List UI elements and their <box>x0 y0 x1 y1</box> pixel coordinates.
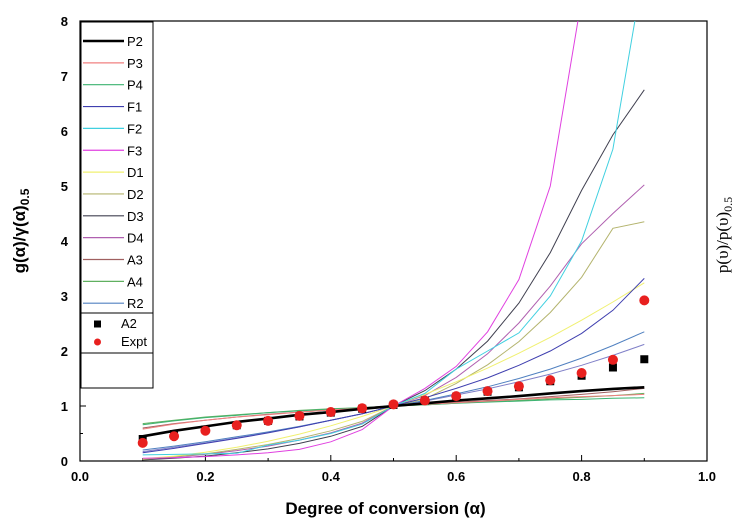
legend-label-f1: F1 <box>127 100 142 115</box>
y-axis-title: g(α)/γ(α)0.5 <box>10 188 32 273</box>
legend-label-p2: P2 <box>127 34 143 49</box>
y-tick-label: 5 <box>61 179 68 194</box>
y-tick-label: 1 <box>61 399 68 414</box>
point-a2 <box>608 363 617 372</box>
legend-label-a2: A2 <box>121 316 137 331</box>
x-axis: 0.0 0.2 0.4 0.6 0.8 1.0 <box>71 455 716 484</box>
point-expt <box>576 368 587 378</box>
right-axis-title-main: p(υ)/p(υ) <box>713 212 732 273</box>
legend-label-p3: P3 <box>127 56 143 71</box>
point-a2 <box>640 355 649 364</box>
plot-area <box>79 20 708 462</box>
x-axis-title: Degree of conversion (α) <box>285 499 485 518</box>
legend-label-f2: F2 <box>127 121 142 136</box>
point-expt <box>294 410 305 421</box>
legend-label-d3: D3 <box>127 209 144 224</box>
legend: P2P3P4F1F2F3D1D2D3D4A3A4R2R3A2Expt <box>80 21 154 389</box>
plot-frame <box>79 20 708 462</box>
legend-label-d2: D2 <box>127 187 144 202</box>
point-expt <box>545 375 556 386</box>
point-expt <box>388 399 399 410</box>
right-axis-title: p(υ)/p(υ)0.5 <box>713 197 735 273</box>
legend-marker-expt <box>94 338 101 346</box>
y-tick-label: 2 <box>61 344 68 359</box>
legend-label-a4: A4 <box>127 274 143 289</box>
series-points <box>137 295 650 448</box>
legend-label-p4: P4 <box>127 78 143 93</box>
point-expt <box>482 386 493 397</box>
right-axis-title-subscript: 0.5 <box>721 197 735 212</box>
y-axis-title-subscript: 0.5 <box>18 188 32 205</box>
point-expt <box>137 437 148 448</box>
legend-label-r2: R2 <box>127 296 144 311</box>
y-axis-title-main: g(α)/γ(α) <box>10 205 29 273</box>
y-tick-label: 6 <box>61 124 68 139</box>
legend-label-d4: D4 <box>127 231 144 246</box>
point-expt <box>639 295 650 306</box>
legend-label-a3: A3 <box>127 253 143 268</box>
x-tick-label: 0.4 <box>322 469 341 484</box>
point-expt <box>200 425 211 436</box>
point-expt <box>357 403 368 414</box>
x-tick-label: 0.8 <box>573 469 591 484</box>
y-tick-label: 8 <box>61 14 68 29</box>
point-expt <box>169 431 180 442</box>
point-expt <box>513 381 524 392</box>
y-tick-label: 4 <box>61 234 69 249</box>
x-tick-label: 0.6 <box>447 469 465 484</box>
legend-label-d1: D1 <box>127 165 144 180</box>
point-expt <box>607 354 618 365</box>
point-expt <box>231 420 242 431</box>
point-expt <box>263 415 274 426</box>
point-expt <box>419 395 430 406</box>
legend-label-expt: Expt <box>121 334 147 349</box>
x-tick-label: 1.0 <box>698 469 716 484</box>
point-expt <box>451 391 462 402</box>
legend-marker-a2 <box>94 320 101 328</box>
legend-points-box <box>80 312 154 354</box>
y-tick-label: 7 <box>61 69 68 84</box>
y-tick-label: 3 <box>61 289 68 304</box>
x-tick-label: 0.0 <box>71 469 89 484</box>
legend-label-f3: F3 <box>127 143 142 158</box>
y-tick-label: 0 <box>61 454 68 469</box>
x-tick-label: 0.2 <box>196 469 214 484</box>
point-expt <box>325 407 336 418</box>
